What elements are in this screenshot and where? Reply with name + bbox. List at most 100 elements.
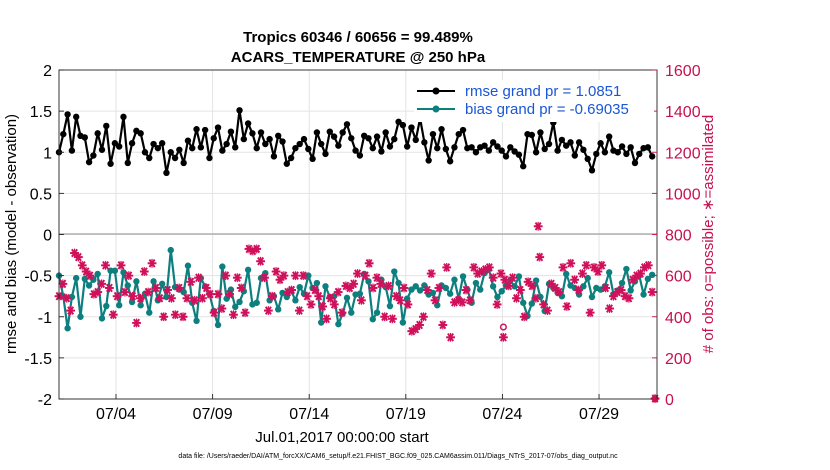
obs-point [535,252,545,262]
rmse-point [335,142,342,149]
obs-point [279,271,289,281]
bias-point [167,246,174,254]
bias-point [214,321,222,329]
rmse-point [554,147,561,154]
right-axis-ticks: 1600 1400 1200 1000 800 600 400 200 0 [652,63,701,409]
obs-point [58,279,68,289]
right-tick-label-2: 1200 [665,145,701,162]
rmse-point [614,149,621,156]
obs-point [62,293,72,303]
bias-point [335,320,342,328]
obs-point [329,300,339,309]
obs-point [318,302,328,311]
obs-point [539,300,549,309]
x-axis-label: Jul.01,2017 00:00:00 start [255,429,429,446]
rmse-point [618,143,626,150]
rmse-point [214,124,222,131]
obs-point [515,285,525,295]
obs-point [256,256,266,266]
rmse-point [408,124,415,131]
obs-point [310,285,320,295]
rmse-point [206,154,213,162]
obs-point [372,273,382,283]
rmse-point [571,152,578,159]
bias-point [305,272,312,279]
bias-point [115,302,123,309]
bias-point [391,268,398,275]
x-tick-label-0: 07/04 [96,406,136,423]
rmse-point [167,149,174,156]
obs-point [496,269,506,278]
rmse-point [85,158,93,166]
rmse-point [201,126,209,134]
rmse-point [262,140,269,148]
obs-point [260,273,269,283]
rmse-point [532,149,540,156]
obs-point [403,300,413,309]
obs-point [504,281,514,291]
rmse-point [507,144,514,151]
obs-point [132,318,141,328]
obs-point [376,279,386,289]
obs-point [643,260,653,270]
right-tick-label-4: 800 [665,228,692,245]
bias-point [275,306,282,313]
x-axis-ticks: 07/04 07/09 07/14 07/19 07/24 07/29 [96,394,619,423]
obs-point [601,283,611,293]
x-tick-label-2: 07/14 [289,406,329,423]
obs-point [73,252,83,262]
obs-point [163,285,172,295]
obs-point [128,291,138,301]
obs-point [597,260,607,270]
obs-point [488,273,498,283]
legend-bias-label: bias grand pr = -0.69035 [465,101,629,118]
rmse-point [90,152,97,159]
obs-point [291,271,300,281]
bias-point [72,274,80,282]
bias-point [348,309,355,316]
bias-point [158,280,166,288]
obs-point [574,285,583,295]
bias-point [412,283,419,290]
rmse-point [275,132,282,139]
obs-point [566,258,576,268]
bias-point [623,265,630,273]
bias-point [219,263,226,270]
obs-point [178,312,188,322]
obs-point [512,293,521,303]
obs-point [465,295,475,305]
rmse-point [94,130,101,137]
obs-point [430,295,440,305]
obs-point [570,275,580,285]
rmse-point [489,139,497,146]
rmse-point [481,142,488,149]
rmse-point [236,107,243,114]
rmse-point [348,135,355,142]
y-tick-label-4: 0 [43,228,52,245]
obs-point [120,287,130,297]
obs-point [186,277,196,287]
rmse-point [300,135,308,143]
obs-point [492,300,502,309]
rmse-point [193,126,200,133]
obs-point [527,281,537,291]
rmse-series [55,107,656,177]
rmse-point [498,147,505,154]
bias-point [584,274,591,282]
y-axis-ticks: 2 1.5 1 0.5 0 -0.5 -1 -1.5 -2 [24,63,64,409]
bias-point [640,291,647,298]
obs-point [543,306,552,315]
obs-point [147,258,157,268]
obs-point [519,312,529,322]
rmse-point [386,143,394,150]
rmse-point [176,146,183,153]
rmse-point [528,131,536,139]
rmse-point [283,160,291,167]
obs-point [558,263,568,272]
obs-point [136,293,145,303]
obs-point [190,295,200,305]
y-tick-label-8: -2 [38,392,52,409]
right-tick-label-7: 200 [665,351,692,368]
obs-point [170,310,180,320]
